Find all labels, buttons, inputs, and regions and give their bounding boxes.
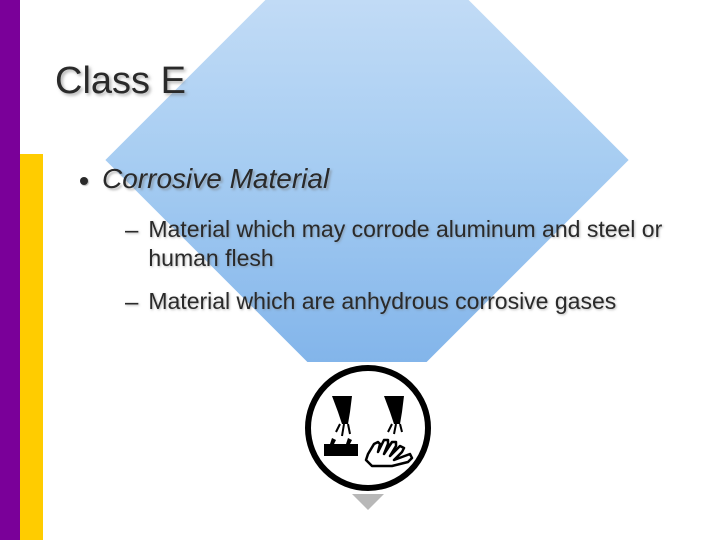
sub-bullet-text: Material which may corrode aluminum and … [148, 215, 685, 273]
sub-bullet-row: – Material which are anhydrous corrosive… [125, 287, 685, 318]
sidebar-purple-bar [0, 0, 20, 540]
sidebar-yellow-bar [20, 154, 43, 540]
slide-title: Class E [55, 60, 685, 103]
corrosive-hazard-icon [302, 362, 434, 494]
sub-bullet-row: – Material which may corrode aluminum an… [125, 215, 685, 273]
continue-triangle-icon [350, 492, 386, 510]
bullet-level-1: Corrosive Material [80, 163, 685, 195]
bullet-text: Corrosive Material [102, 163, 329, 195]
dash-icon: – [125, 287, 138, 318]
bullet-dot-icon [80, 177, 88, 185]
slide-content: Class E Corrosive Material – Material wh… [55, 60, 685, 332]
dash-icon: – [125, 215, 138, 246]
sub-bullet-text: Material which are anhydrous corrosive g… [148, 287, 616, 316]
